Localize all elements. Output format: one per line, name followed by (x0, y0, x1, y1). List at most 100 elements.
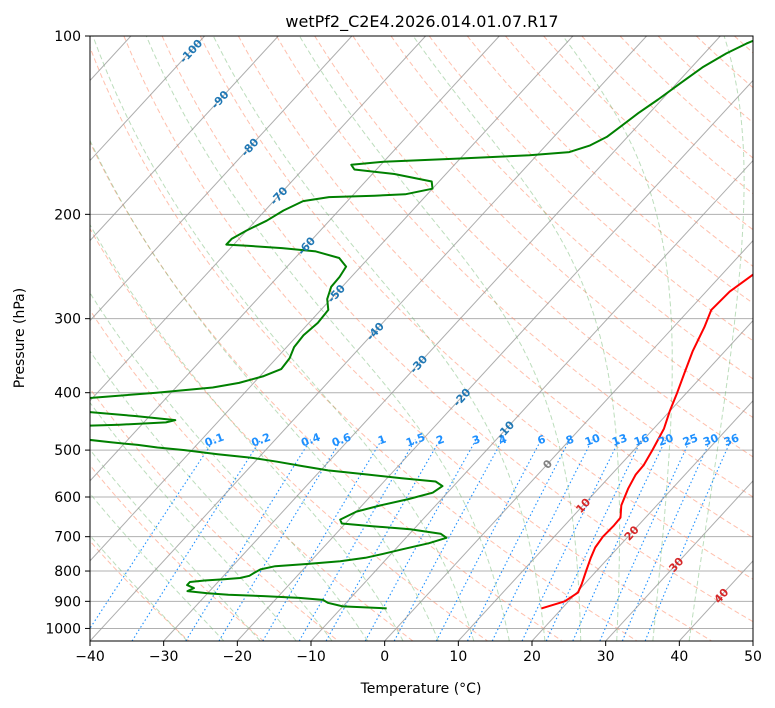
moist-adiabat (412, 36, 621, 641)
y-tick-label: 900 (54, 594, 81, 610)
isotherm (90, 36, 205, 162)
plot-frame (89, 35, 754, 642)
dry-adiabat (428, 36, 753, 342)
y-tick-label: 100 (54, 29, 81, 45)
x-tick-label: 50 (744, 649, 762, 665)
moist-adiabat (145, 36, 510, 641)
moist-adiabat (90, 223, 404, 641)
mixing-ratio-line (131, 439, 262, 641)
y-tick-label: 300 (54, 312, 81, 328)
x-tick-label: 0 (380, 649, 389, 665)
moist-adiabat (90, 292, 369, 641)
mixing-ratio-line (298, 439, 416, 641)
dry-adiabat (123, 36, 712, 641)
mixing-ratio-label: 6 (536, 433, 548, 448)
mixing-ratio-label: 1 (376, 433, 388, 448)
isotherm (752, 640, 753, 641)
mixing-ratio-label: 0.1 (203, 431, 226, 450)
y-tick-label: 400 (54, 386, 81, 402)
dry-adiabat (199, 36, 753, 580)
x-tick-label: 40 (670, 649, 688, 665)
dry-adiabat (581, 36, 753, 195)
dry-adiabat (543, 36, 753, 231)
dry-adiabat (314, 36, 753, 458)
x-tick-label: −20 (223, 649, 253, 665)
moist-adiabat (90, 492, 225, 641)
y-tick-label: 800 (54, 564, 81, 580)
mixing-ratio-label: 0.4 (299, 431, 322, 450)
dry-adiabat (90, 540, 190, 641)
y-tick-label: 1000 (45, 621, 81, 637)
dry-adiabat (276, 36, 753, 498)
mixing-ratio-line (435, 439, 542, 641)
moist-adiabat (212, 36, 546, 641)
isotherm (384, 239, 753, 641)
y-tick-label: 700 (54, 530, 81, 546)
mixing-ratio-line (599, 439, 691, 641)
dry-adiabat (161, 36, 753, 623)
chart-title: wetPf2_C2E4.2026.014.01.07.R17 (285, 12, 558, 32)
dry-adiabat (90, 387, 339, 641)
isotherm (163, 36, 721, 641)
mixing-ratio-line (644, 439, 732, 641)
y-axis: 100 200 300 400 500 600 700 800 900 1000 (45, 29, 90, 637)
isotherm (90, 36, 500, 482)
x-tick-label: −30 (149, 649, 179, 665)
mixing-ratio-label: 30 (701, 431, 720, 449)
isotherm (236, 79, 753, 641)
background-lines (0, 36, 753, 641)
mixing-ratio-line (393, 439, 504, 641)
x-tick-label: −10 (296, 649, 326, 665)
x-tick-label: 30 (597, 649, 615, 665)
isotherm (678, 560, 753, 641)
isotherm (531, 400, 753, 641)
mixing-ratio-line (185, 439, 312, 641)
temperature-line (541, 273, 753, 610)
mixing-ratio-label: 16 (632, 431, 651, 449)
mixing-ratio-line (218, 439, 342, 641)
moist-adiabat (90, 139, 439, 641)
mixing-ratio-label: 36 (722, 431, 741, 449)
mixing-ratio-label: 25 (681, 431, 700, 448)
dry-adiabat (695, 36, 753, 89)
mixing-ratio-line (262, 439, 383, 641)
isotherm (90, 36, 647, 641)
dry-adiabat (505, 36, 753, 267)
moist-adiabat (562, 36, 673, 641)
x-axis-label: Temperature (°C) (360, 681, 482, 697)
x-axis: −40 −30 −20 −10 0 10 20 30 40 50 (75, 641, 762, 665)
mixing-ratio-line (325, 439, 441, 641)
x-tick-label: −40 (75, 649, 105, 665)
dry-adiabat (734, 36, 753, 54)
y-tick-label: 600 (54, 490, 81, 506)
mixing-ratio-line (572, 439, 667, 641)
moist-adiabat (90, 401, 297, 641)
mixing-ratio-line (90, 439, 215, 630)
isotherm (0, 36, 57, 641)
isotherm (605, 480, 753, 641)
mixing-ratio-label: 10 (583, 431, 602, 449)
dry-adiabat (90, 464, 264, 641)
mixing-ratio-label: 13 (610, 431, 629, 448)
moist-adiabat (90, 448, 261, 641)
mixing-ratio-line (491, 439, 593, 641)
y-tick-label: 500 (54, 443, 81, 459)
series-layer (90, 39, 753, 610)
mixing-ratio-label: 8 (564, 433, 576, 448)
x-tick-label: 20 (523, 649, 541, 665)
mixing-ratio-label: 20 (656, 431, 675, 449)
moist-adiabat (90, 350, 333, 641)
dry-adiabat (619, 36, 753, 159)
isotherm (90, 36, 353, 322)
y-axis-label: Pressure (hPa) (12, 288, 28, 388)
dry-adiabat (390, 36, 753, 380)
x-tick-label: 10 (449, 649, 467, 665)
y-tick-label: 200 (54, 207, 81, 223)
mixing-ratio-line (364, 439, 477, 641)
moist-adiabat (688, 36, 745, 641)
mixing-ratio-label: 1.5 (404, 431, 427, 450)
moist-adiabat (90, 534, 188, 641)
isotherm (90, 36, 279, 242)
moist-adiabat (299, 36, 582, 641)
